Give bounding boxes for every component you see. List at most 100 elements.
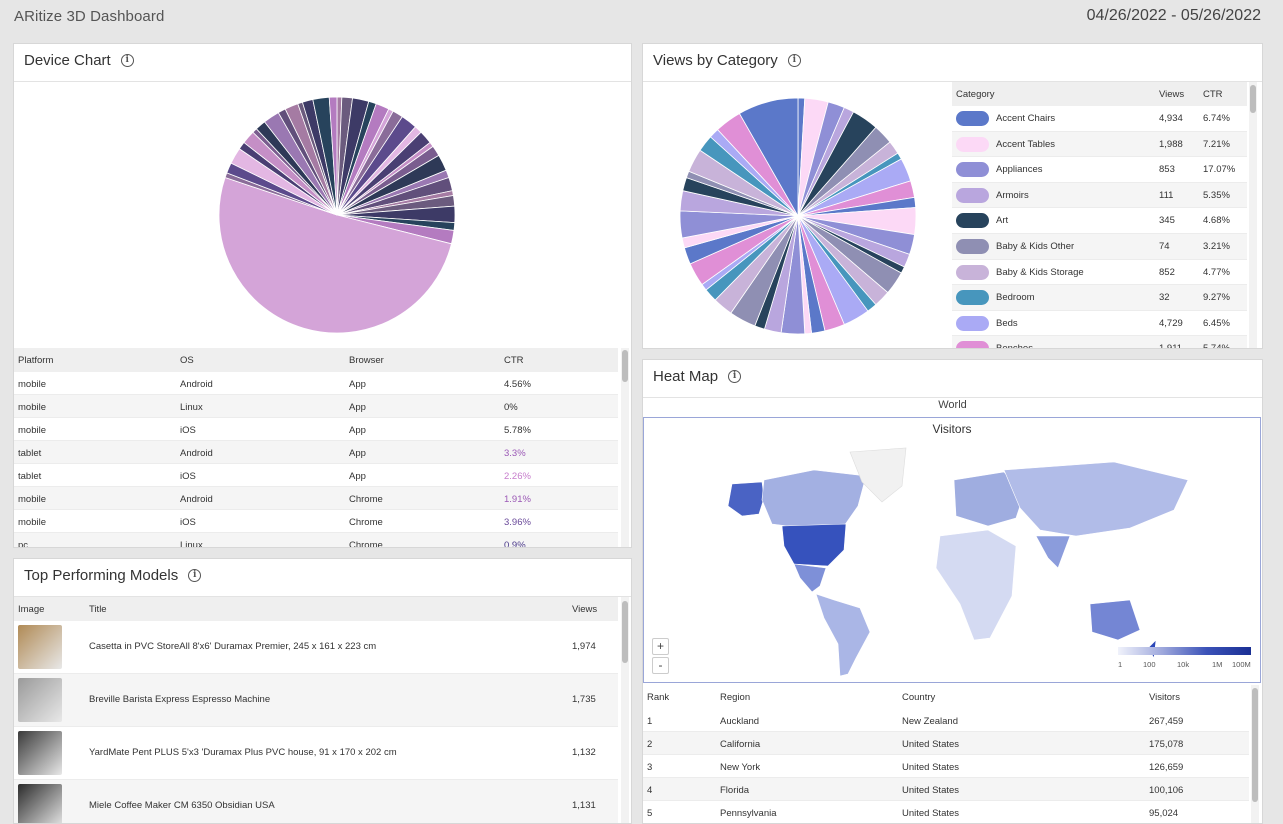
cell-views: 1,132 [572,747,596,758]
legend-swatch[interactable] [956,239,989,254]
col-browser[interactable]: Browser [349,355,384,366]
table-row[interactable]: Beds 4,729 6.45% [952,311,1247,337]
legend-swatch[interactable] [956,213,989,229]
table-row[interactable]: YardMate Pent PLUS 5'x3 'Duramax Plus PV… [14,727,618,780]
col-views[interactable]: Views [1159,89,1185,100]
col-image[interactable]: Image [18,604,45,615]
table-row[interactable]: Benches 1,911 5.74% [952,336,1247,349]
legend-swatch[interactable] [956,162,989,178]
info-icon[interactable]: i [120,54,134,67]
table-row[interactable]: tablet iOS App 2.26% [14,464,618,487]
col-region[interactable]: Region [720,692,751,703]
table-row[interactable]: 4 Florida United States 100,106 [643,778,1249,801]
map-container[interactable]: Visitors + - 1 100 10k 1M 100M [643,417,1261,683]
greenland-region [849,447,907,503]
cell-ctr: 1.91% [504,494,531,505]
scrollbar[interactable] [621,597,629,823]
table-row[interactable]: mobile iOS App 5.78% [14,418,618,441]
cell-ctr: 6.74% [1203,113,1230,124]
table-row[interactable]: Baby & Kids Storage 852 4.77% [952,260,1247,286]
scrollbar-thumb[interactable] [622,350,628,382]
table-row[interactable]: Bedroom 32 9.27% [952,285,1247,311]
cell-title[interactable]: YardMate Pent PLUS 5'x3 'Duramax Plus PV… [89,747,397,758]
device-pie-chart[interactable] [14,82,632,350]
col-title[interactable]: Title [89,604,107,615]
cell-country: New Zealand [902,716,958,727]
col-category[interactable]: Category [956,89,995,100]
table-row[interactable]: Accent Tables 1,988 7.21% [952,131,1247,158]
scrollbar[interactable] [621,348,629,547]
top-bar: ARitize 3D Dashboard 04/26/2022 - 05/26/… [0,0,1283,36]
table-row[interactable]: Art 345 4.68% [952,208,1247,234]
pie-slice[interactable] [328,96,338,216]
table-row[interactable]: Armoirs 111 5.35% [952,182,1247,209]
table-row[interactable]: mobile Android App 4.56% [14,372,618,395]
col-views[interactable]: Views [572,604,598,615]
legend-swatch[interactable] [956,111,989,126]
col-visitors[interactable]: Visitors [1149,692,1180,703]
canada-region [761,469,867,529]
cell-title[interactable]: Miele Coffee Maker CM 6350 Obsidian USA [89,800,275,811]
col-country[interactable]: Country [902,692,936,703]
info-icon[interactable]: i [188,569,202,582]
legend-tick: 1M [1212,660,1223,669]
table-row[interactable]: 5 Pennsylvania United States 95,024 [643,801,1249,823]
legend-tick: 1 [1118,660,1123,669]
cell-title[interactable]: Casetta in PVC StoreAll 8'x6' Duramax Pr… [89,641,377,652]
legend-swatch[interactable] [956,187,989,203]
scrollbar[interactable] [1249,82,1257,348]
model-thumbnail[interactable] [18,625,62,669]
divider [643,81,1262,82]
date-range[interactable]: 04/26/2022 - 05/26/2022 [1086,7,1261,24]
table-header: Image Title Views [14,597,618,621]
pie-slice[interactable] [738,97,799,218]
table-row[interactable]: mobile Linux App 0% [14,395,618,418]
info-icon[interactable]: i [728,370,742,383]
table-row[interactable]: mobile iOS Chrome 3.96% [14,510,618,533]
col-ctr[interactable]: CTR [504,355,524,366]
legend-swatch[interactable] [956,264,989,280]
scrollbar-thumb[interactable] [1250,85,1256,113]
zoom-in-button[interactable]: + [652,638,669,655]
table-row[interactable]: Breville Barista Express Espresso Machin… [14,674,618,727]
divider [643,397,1262,398]
table-row[interactable]: 1 Auckland New Zealand 267,459 [643,709,1249,732]
info-icon[interactable]: i [787,54,801,67]
model-thumbnail[interactable] [18,784,62,823]
col-platform[interactable]: Platform [18,355,54,366]
legend-swatch[interactable] [956,341,989,348]
legend-swatch[interactable] [956,290,989,306]
cell-category: Accent Tables [996,138,1055,150]
table-row[interactable]: 3 New York United States 126,659 [643,755,1249,778]
cell-ctr: 5.74% [1203,343,1230,349]
col-rank[interactable]: Rank [647,692,670,703]
zoom-out-button[interactable]: - [652,657,669,674]
table-row[interactable]: tablet Android App 3.3% [14,441,618,464]
scrollbar-thumb[interactable] [622,601,628,663]
cell-title[interactable]: Breville Barista Express Espresso Machin… [89,694,271,705]
world-map[interactable] [644,418,1260,682]
table-row[interactable]: pc Linux Chrome 0.9% [14,533,618,547]
table-row[interactable]: 2 California United States 175,078 [643,732,1249,755]
model-thumbnail[interactable] [18,678,62,722]
col-ctr[interactable]: CTR [1203,89,1223,100]
heat-map-panel: Heat Map i World Visitors + - 1 [642,359,1263,824]
table-row[interactable]: Miele Coffee Maker CM 6350 Obsidian USA 1… [14,780,618,823]
cell-os: iOS [180,425,196,436]
category-pie-chart[interactable] [643,82,951,349]
table-row[interactable]: Casetta in PVC StoreAll 8'x6' Duramax Pr… [14,621,618,674]
col-os[interactable]: OS [180,355,194,366]
table-row[interactable]: mobile Android Chrome 1.91% [14,487,618,510]
table-row[interactable]: Accent Chairs 4,934 6.74% [952,106,1247,132]
table-row[interactable]: Baby & Kids Other 74 3.21% [952,234,1247,260]
legend-swatch[interactable] [956,315,989,331]
legend-swatch[interactable] [956,136,989,152]
cell-region: Auckland [720,716,760,727]
scrollbar[interactable] [1251,685,1259,823]
cell-browser: App [349,471,366,482]
table-row[interactable]: Appliances 853 17.07% [952,157,1247,183]
scrollbar-thumb[interactable] [1252,688,1258,802]
model-thumbnail[interactable] [18,731,62,775]
cell-browser: Chrome [349,517,383,528]
pie-slice[interactable] [218,177,452,334]
